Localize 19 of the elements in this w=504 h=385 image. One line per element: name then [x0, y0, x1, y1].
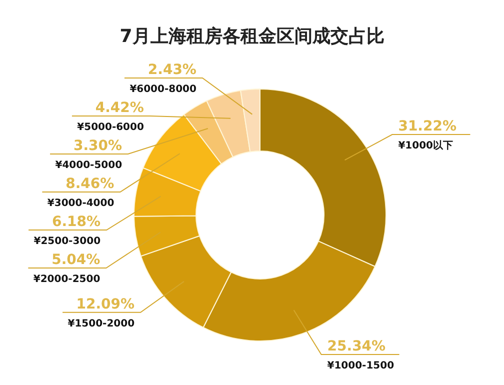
slice-label: ¥2500-3000: [34, 236, 101, 247]
slice-label: ¥6000-8000: [130, 84, 197, 95]
data-label: 2.43%: [148, 62, 196, 78]
data-label: 5.04%: [52, 252, 100, 268]
slice-label: ¥1500-2000: [68, 318, 135, 330]
slice-label: ¥1000-1500: [327, 360, 394, 372]
slice-label: ¥4000-5000: [55, 160, 122, 171]
data-label: 8.46%: [66, 176, 114, 192]
data-label: 3.30%: [73, 138, 122, 154]
data-label: 25.34%: [327, 338, 386, 354]
data-label: 12.09%: [76, 296, 135, 312]
slice-label: ¥1000以下: [398, 140, 454, 152]
data-label: 31.22%: [398, 118, 457, 135]
slice-label: ¥2000-2500: [33, 274, 100, 285]
slice-label: ¥5000-6000: [77, 122, 144, 133]
title: 7月上海租房各租金区间成交占比: [120, 26, 384, 47]
data-label: 6.18%: [52, 214, 101, 230]
slice-label: ¥3000-4000: [47, 198, 114, 209]
data-label: 4.42%: [95, 100, 144, 116]
